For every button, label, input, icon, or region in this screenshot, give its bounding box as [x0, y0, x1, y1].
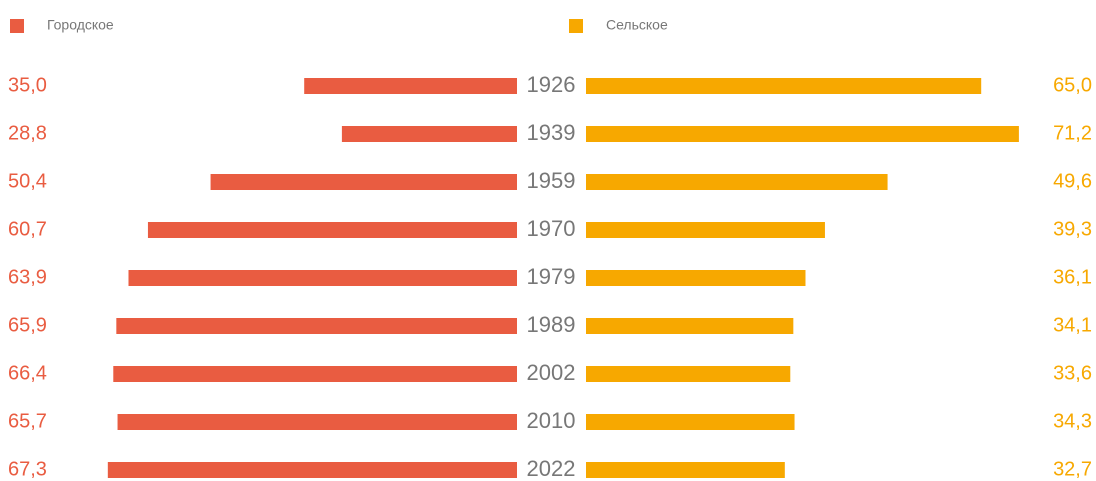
bar	[586, 318, 794, 334]
bar	[586, 174, 888, 190]
value-label: 65,9	[8, 314, 47, 336]
value-label: 65,0	[1053, 74, 1092, 96]
bar	[107, 462, 517, 478]
bar	[586, 78, 982, 94]
bar	[586, 270, 806, 286]
value-label: 67,3	[8, 458, 47, 480]
value-label: 28,8	[8, 122, 47, 144]
year-label: 1926	[527, 72, 576, 97]
bar	[117, 414, 517, 430]
year-label: 1939	[527, 120, 576, 145]
bar	[586, 414, 795, 430]
year-label: 2010	[527, 408, 576, 433]
bar	[586, 462, 785, 478]
value-label: 32,7	[1053, 458, 1092, 480]
legend-label: Городское	[47, 17, 114, 33]
value-label: 35,0	[8, 74, 47, 96]
year-label: 2022	[527, 456, 576, 481]
value-label: 39,3	[1053, 218, 1092, 240]
legend-swatch	[569, 19, 583, 33]
year-label: 1979	[527, 264, 576, 289]
bar	[128, 270, 517, 286]
value-label: 34,1	[1053, 314, 1092, 336]
bar	[210, 174, 517, 190]
legend-swatch	[10, 19, 24, 33]
value-label: 33,6	[1053, 362, 1092, 384]
bar	[586, 222, 825, 238]
year-label: 1989	[527, 312, 576, 337]
value-label: 49,6	[1053, 170, 1092, 192]
value-label: 66,4	[8, 362, 47, 384]
bar	[304, 78, 517, 94]
value-label: 50,4	[8, 170, 47, 192]
legend-label: Сельское	[606, 17, 668, 33]
year-label: 1959	[527, 168, 576, 193]
value-label: 63,9	[8, 266, 47, 288]
year-label: 1970	[527, 216, 576, 241]
bar	[147, 222, 517, 238]
bar	[586, 366, 791, 382]
year-label: 2002	[527, 360, 576, 385]
value-label: 34,3	[1053, 410, 1092, 432]
bar	[341, 126, 517, 142]
value-label: 71,2	[1053, 122, 1092, 144]
bar	[586, 126, 1019, 142]
value-label: 65,7	[8, 410, 47, 432]
bar	[116, 318, 517, 334]
value-label: 60,7	[8, 218, 47, 240]
bar	[113, 366, 518, 382]
value-label: 36,1	[1053, 266, 1092, 288]
